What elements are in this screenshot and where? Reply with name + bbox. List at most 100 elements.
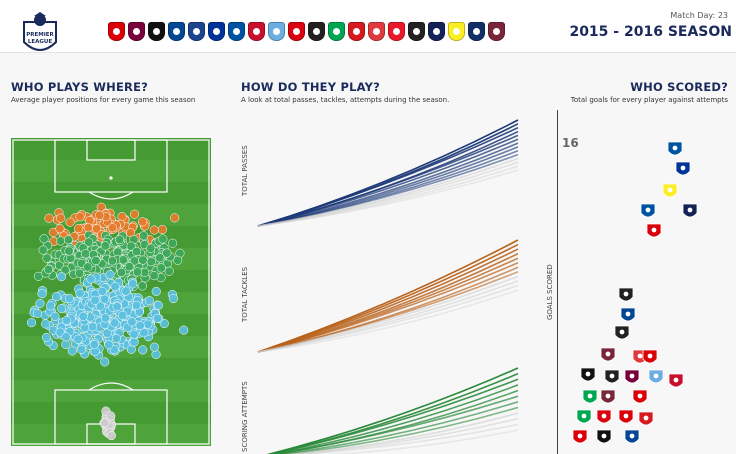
scorer-swansea-icon[interactable] xyxy=(614,325,630,340)
scorer-tottenham-icon[interactable] xyxy=(682,203,698,218)
scorers-chart[interactable] xyxy=(560,130,736,454)
player-position-dot xyxy=(92,224,102,234)
scorer-everton-icon[interactable] xyxy=(675,161,691,176)
player-position-dot xyxy=(106,411,116,421)
scorer-chelsea-icon[interactable] xyxy=(620,307,636,322)
crest-man-united-icon[interactable] xyxy=(288,22,305,41)
scorer-arsenal-icon[interactable] xyxy=(618,409,634,424)
pitch-positions-chart[interactable] xyxy=(11,138,211,446)
crest-leicester-icon[interactable] xyxy=(228,22,245,41)
penalty-spot xyxy=(109,176,113,180)
player-position-dot xyxy=(56,213,66,223)
attempts-line xyxy=(288,417,519,454)
crest-liverpool-icon[interactable] xyxy=(248,22,265,41)
pitch-stripe xyxy=(11,160,211,182)
scorer-leicester-icon[interactable] xyxy=(667,141,683,156)
crest-newcastle-icon[interactable] xyxy=(308,22,325,41)
player-position-dot xyxy=(129,256,140,266)
player-position-dot xyxy=(170,213,180,223)
player-position-dot xyxy=(41,319,51,329)
scorer-chelsea-icon[interactable] xyxy=(624,429,640,444)
player-position-dot xyxy=(83,262,93,272)
crest-southampton-icon[interactable] xyxy=(348,22,365,41)
how-subtitle: A look at total passes, tackles, attempt… xyxy=(241,96,450,104)
crest-emblem-icon xyxy=(133,28,140,35)
player-position-dot xyxy=(173,255,183,265)
crest-emblem-icon xyxy=(433,28,440,35)
crest-bournemouth-icon[interactable] xyxy=(148,22,165,41)
player-position-dot xyxy=(84,237,94,247)
scorer-bournemouth-icon[interactable] xyxy=(580,367,596,382)
crest-man-city-icon[interactable] xyxy=(268,22,285,41)
attempts-line xyxy=(326,429,519,454)
scorer-aston-villa-icon[interactable] xyxy=(624,369,640,384)
crest-emblem-icon xyxy=(453,28,460,35)
player-position-dot xyxy=(130,209,140,219)
player-position-dot xyxy=(75,212,85,222)
crest-west-ham-icon[interactable] xyxy=(488,22,505,41)
scored-title: WHO SCORED? xyxy=(630,80,728,94)
scorer-arsenal-icon[interactable] xyxy=(646,223,662,238)
scorer-swansea-icon[interactable] xyxy=(604,369,620,384)
player-position-dot xyxy=(112,302,122,312)
player-position-dot xyxy=(61,332,71,342)
scorer-arsenal-icon[interactable] xyxy=(572,429,588,444)
pitch-stripe xyxy=(11,182,211,204)
player-position-dot xyxy=(38,245,48,255)
passes-line xyxy=(257,161,519,227)
scorer-leicester-icon[interactable] xyxy=(640,203,656,218)
player-position-dot xyxy=(75,288,85,298)
tackles-line xyxy=(257,284,519,353)
scorer-man-united-icon[interactable] xyxy=(596,409,612,424)
scorer-liverpool-icon[interactable] xyxy=(668,373,684,388)
scorer-man-city-icon[interactable] xyxy=(648,369,664,384)
crest-crystal-palace-icon[interactable] xyxy=(188,22,205,41)
player-position-dot xyxy=(128,279,138,289)
player-position-dot xyxy=(57,272,67,282)
scorer-arsenal-icon[interactable] xyxy=(632,389,648,404)
premier-league-logo[interactable]: PREMIER LEAGUE xyxy=(18,12,62,58)
scorer-west-ham-icon[interactable] xyxy=(600,347,616,362)
crest-stoke-icon[interactable] xyxy=(368,22,385,41)
crest-everton-icon[interactable] xyxy=(208,22,225,41)
player-position-dot xyxy=(75,268,85,278)
player-position-dot xyxy=(95,301,105,311)
player-position-dot xyxy=(104,340,114,350)
tackles-line xyxy=(257,289,519,353)
crest-swansea-icon[interactable] xyxy=(408,22,425,41)
crest-watford-icon[interactable] xyxy=(448,22,465,41)
scorer-arsenal-icon[interactable] xyxy=(642,349,658,364)
goals-axis-label: GOALS SCORED xyxy=(546,264,554,320)
crest-arsenal-icon[interactable] xyxy=(108,22,125,41)
player-position-dot xyxy=(162,248,172,258)
crest-chelsea-icon[interactable] xyxy=(168,22,185,41)
pitch-stripe xyxy=(11,380,211,402)
scorer-norwich-icon[interactable] xyxy=(576,409,592,424)
passes-line xyxy=(257,119,519,227)
player-position-dot xyxy=(90,295,100,305)
player-position-dot xyxy=(110,282,120,292)
crest-norwich-icon[interactable] xyxy=(328,22,345,41)
scorer-newcastle-icon[interactable] xyxy=(618,287,634,302)
player-position-dot xyxy=(39,234,49,244)
player-position-dot xyxy=(146,257,156,267)
player-position-dot xyxy=(156,263,166,273)
player-position-dot xyxy=(124,262,134,272)
scorer-norwich-icon[interactable] xyxy=(582,389,598,404)
player-position-dot xyxy=(131,300,141,310)
crest-tottenham-icon[interactable] xyxy=(428,22,445,41)
player-position-dot xyxy=(89,340,99,350)
crest-west-brom-icon[interactable] xyxy=(468,22,485,41)
player-position-dot xyxy=(65,217,75,227)
crest-sunderland-icon[interactable] xyxy=(388,22,405,41)
crest-aston-villa-icon[interactable] xyxy=(128,22,145,41)
svg-text:LEAGUE: LEAGUE xyxy=(28,39,52,45)
player-position-dot xyxy=(57,303,67,314)
scorer-west-ham-icon[interactable] xyxy=(600,389,616,404)
player-position-dot xyxy=(139,328,149,338)
scorer-southampton-icon[interactable] xyxy=(638,411,654,426)
player-position-dot xyxy=(64,246,74,256)
scorer-watford-icon[interactable] xyxy=(662,183,678,198)
player-position-dot xyxy=(88,322,98,332)
scorer-bournemouth-icon[interactable] xyxy=(596,429,612,444)
